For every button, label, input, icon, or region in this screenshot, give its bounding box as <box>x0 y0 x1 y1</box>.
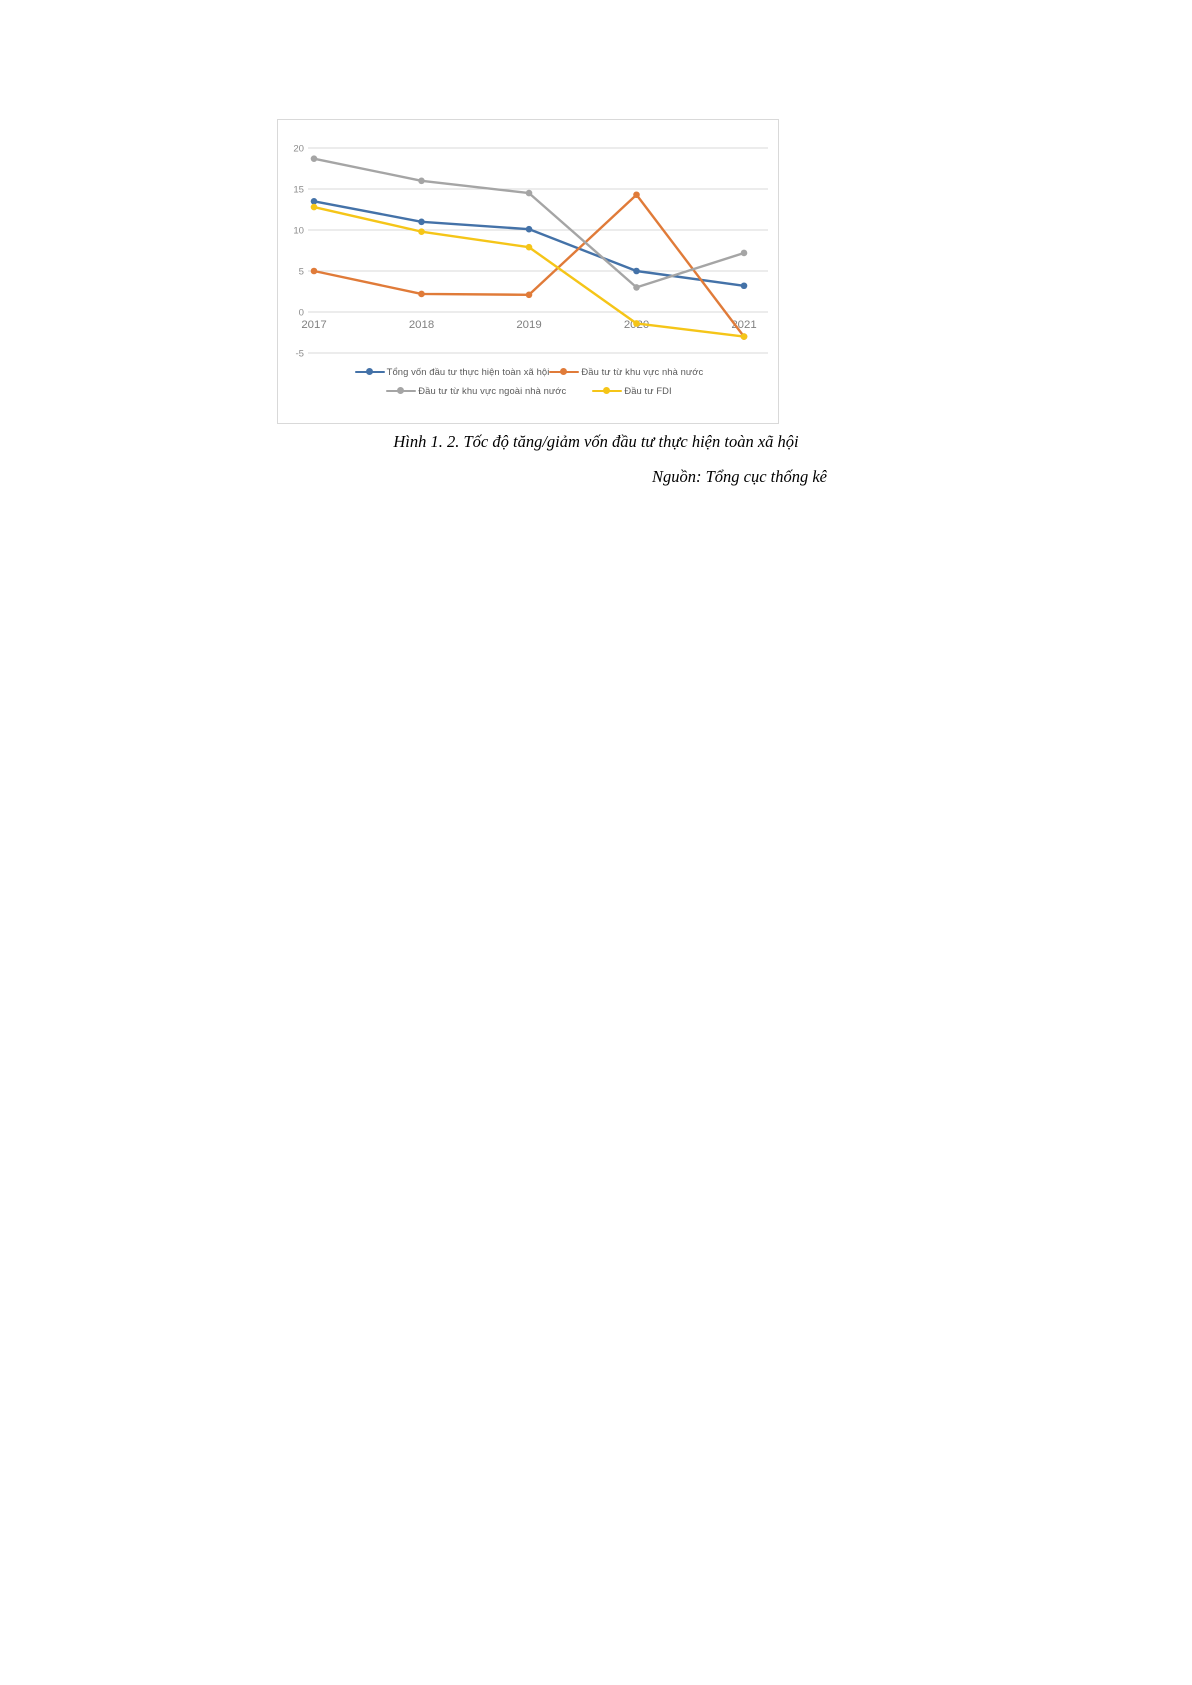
data-point-marker <box>310 155 318 162</box>
data-point-marker <box>525 291 533 299</box>
x-axis-tick-label: 2018 <box>409 319 434 331</box>
series-markers <box>310 155 748 340</box>
legend-key-icon <box>386 386 417 396</box>
data-point-marker <box>418 177 425 185</box>
legend-key-icon <box>549 367 580 377</box>
legend-item-fdi-investment[interactable]: Đầu tư FDI <box>592 385 672 396</box>
y-axis-tick-label: -5 <box>295 348 304 359</box>
data-point-marker <box>633 284 640 291</box>
data-point-marker <box>525 243 533 251</box>
legend-label: Đầu tư từ khu vực nhà nước <box>581 366 704 377</box>
data-point-marker <box>633 191 640 199</box>
legend-item-state-investment[interactable]: Đầu tư từ khu vực nhà nước <box>549 366 703 377</box>
data-point-marker <box>525 189 533 197</box>
chart-legend: Tổng vốn đầu tư thực hiện toàn xã hội Đầ… <box>278 362 780 400</box>
data-point-marker <box>418 218 425 226</box>
data-point-marker <box>418 290 425 298</box>
data-point-marker <box>310 203 318 211</box>
figure-caption: Hình 1. 2. Tốc độ tăng/giảm vốn đầu tư t… <box>393 432 799 451</box>
gridlines <box>308 147 768 354</box>
legend-key-icon <box>592 386 623 396</box>
data-point-marker <box>740 333 748 340</box>
data-point-marker <box>418 228 425 235</box>
data-point-marker <box>740 282 748 290</box>
figure-source: Nguồn: Tổng cục thống kê <box>651 467 827 486</box>
y-axis-labels: -5 0 5 10 15 20 <box>293 143 304 359</box>
data-point-marker <box>633 267 640 275</box>
y-axis-tick-label: 20 <box>293 143 304 154</box>
legend-item-total-investment[interactable]: Tổng vốn đầu tư thực hiện toàn xã hội <box>354 366 550 377</box>
data-point-marker <box>633 320 640 327</box>
y-axis-tick-label: 10 <box>293 225 304 236</box>
legend-label: Đầu tư từ khu vực ngoài nhà nước <box>418 385 567 396</box>
x-axis-tick-label: 2019 <box>516 319 541 331</box>
legend-row-2: Đầu tư từ khu vực ngoài nhà nước Đầu tư … <box>290 381 768 400</box>
legend-label: Tổng vốn đầu tư thực hiện toàn xã hội <box>386 366 550 377</box>
legend-label: Đầu tư FDI <box>624 385 672 396</box>
legend-item-nonstate-investment[interactable]: Đầu tư từ khu vực ngoài nhà nước <box>386 385 566 396</box>
data-point-marker <box>525 225 533 233</box>
y-axis-tick-label: 0 <box>299 307 304 318</box>
x-axis-tick-label: 2017 <box>301 319 326 331</box>
data-point-marker <box>310 267 318 275</box>
data-point-marker <box>310 198 318 205</box>
y-axis-tick-label: 5 <box>299 266 304 277</box>
legend-key-icon <box>354 367 385 377</box>
legend-row-1: Tổng vốn đầu tư thực hiện toàn xã hội Đầ… <box>290 362 768 381</box>
series-line <box>312 193 746 338</box>
data-point-marker <box>740 249 748 257</box>
y-axis-tick-label: 15 <box>293 184 304 195</box>
